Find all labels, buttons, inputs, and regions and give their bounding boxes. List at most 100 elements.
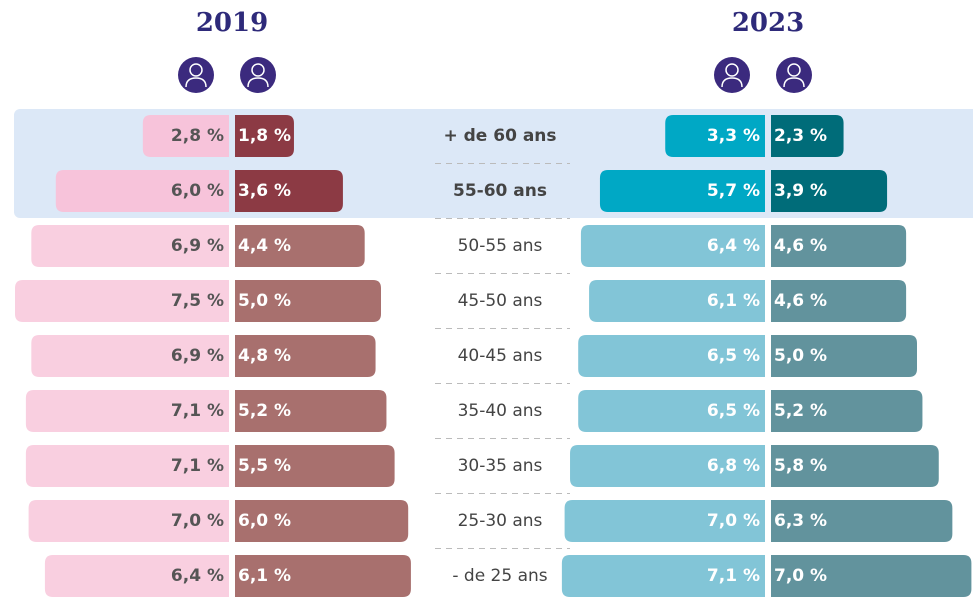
bar: [599, 170, 765, 212]
bar: [28, 500, 229, 542]
value-label: 5,0 %: [774, 346, 827, 366]
value-label: 2,3 %: [774, 126, 827, 146]
value-label: 6,9 %: [171, 236, 224, 256]
icon-circle: [178, 57, 214, 93]
icon-head: [787, 63, 801, 77]
value-label: 7,5 %: [171, 291, 224, 311]
value-label: 6,1 %: [707, 291, 760, 311]
icon-head: [251, 63, 265, 77]
bar: [235, 335, 376, 377]
panel-title: 2023: [732, 8, 804, 38]
value-label: 2,8 %: [171, 126, 224, 146]
category-label: 25-30 ans: [458, 511, 543, 531]
value-label: 3,6 %: [238, 181, 291, 201]
bar: [55, 170, 229, 212]
bar: [564, 500, 765, 542]
icon-circle: [240, 57, 276, 93]
bar: [570, 445, 765, 487]
value-label: 1,8 %: [238, 126, 291, 146]
bar: [771, 225, 907, 267]
person-icon: [714, 57, 750, 93]
value-label: 6,5 %: [707, 401, 760, 421]
category-label: 40-45 ans: [458, 346, 543, 366]
bar: [142, 115, 229, 157]
value-label: 5,2 %: [774, 401, 827, 421]
value-label: 6,1 %: [238, 566, 291, 586]
value-label: 5,0 %: [238, 291, 291, 311]
person-icon: [240, 57, 276, 93]
bar: [31, 225, 229, 267]
icon-body: [783, 77, 805, 88]
bar: [235, 500, 409, 542]
bar: [235, 555, 411, 597]
value-label: 7,0 %: [774, 566, 827, 586]
bar: [235, 280, 381, 322]
value-label: 3,9 %: [774, 181, 827, 201]
value-label: 6,4 %: [707, 236, 760, 256]
panel-title: 2019: [196, 8, 268, 38]
value-label: 4,4 %: [238, 236, 291, 256]
bar: [235, 115, 294, 157]
value-label: 7,1 %: [707, 566, 760, 586]
value-label: 3,3 %: [707, 126, 760, 146]
icon-body: [247, 77, 269, 88]
bar: [31, 335, 229, 377]
bar: [578, 335, 765, 377]
icon-head: [189, 63, 203, 77]
value-label: 6,9 %: [171, 346, 224, 366]
category-label: 55-60 ans: [453, 181, 547, 201]
bar: [235, 170, 343, 212]
value-label: 6,5 %: [707, 346, 760, 366]
value-label: 4,8 %: [238, 346, 291, 366]
value-label: 7,1 %: [171, 401, 224, 421]
bar: [25, 390, 229, 432]
category-label: + de 60 ans: [443, 126, 556, 146]
icon-body: [185, 77, 207, 88]
value-label: 5,8 %: [774, 456, 827, 476]
bar: [771, 170, 888, 212]
value-label: 5,2 %: [238, 401, 291, 421]
bar: [580, 225, 765, 267]
bar: [771, 280, 907, 322]
value-label: 6,0 %: [171, 181, 224, 201]
bar: [771, 115, 844, 157]
value-label: 5,7 %: [707, 181, 760, 201]
value-label: 7,1 %: [171, 456, 224, 476]
bar: [235, 225, 365, 267]
bar: [44, 555, 229, 597]
category-label: 50-55 ans: [458, 236, 543, 256]
bar: [235, 390, 387, 432]
person-icon: [776, 57, 812, 93]
category-label: 30-35 ans: [458, 456, 543, 476]
bar: [665, 115, 765, 157]
value-label: 6,3 %: [774, 511, 827, 531]
bar: [771, 555, 972, 597]
icon-head: [725, 63, 739, 77]
person-icon: [178, 57, 214, 93]
value-label: 5,5 %: [238, 456, 291, 476]
bar: [771, 500, 953, 542]
bar: [578, 390, 765, 432]
value-label: 4,6 %: [774, 291, 827, 311]
bar: [235, 445, 395, 487]
category-label: - de 25 ans: [452, 566, 547, 586]
bar: [589, 280, 765, 322]
icon-body: [721, 77, 743, 88]
value-label: 6,4 %: [171, 566, 224, 586]
icon-circle: [714, 57, 750, 93]
bar: [771, 390, 923, 432]
value-label: 7,0 %: [171, 511, 224, 531]
bar: [561, 555, 765, 597]
category-label: 45-50 ans: [458, 291, 543, 311]
value-label: 6,0 %: [238, 511, 291, 531]
bar: [771, 445, 939, 487]
value-label: 4,6 %: [774, 236, 827, 256]
bar: [771, 335, 917, 377]
bar: [15, 280, 229, 322]
category-label: 35-40 ans: [458, 401, 543, 421]
value-label: 6,8 %: [707, 456, 760, 476]
bar: [25, 445, 229, 487]
icon-circle: [776, 57, 812, 93]
value-label: 7,0 %: [707, 511, 760, 531]
